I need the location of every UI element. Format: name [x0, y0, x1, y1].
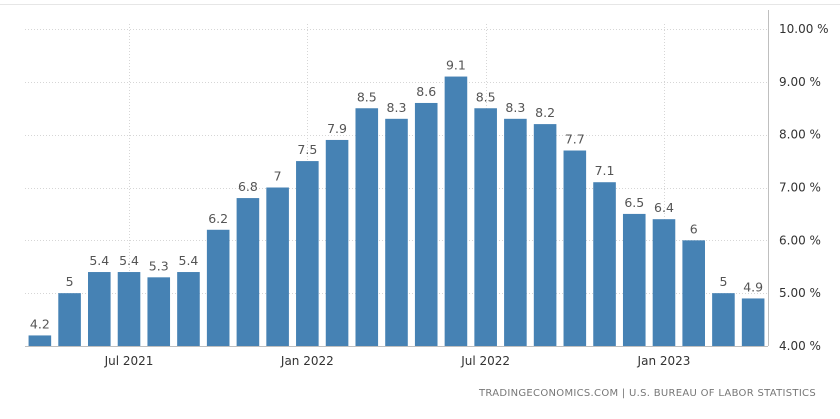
data-label: 4.2	[30, 316, 50, 331]
y-tick-label: 9.00 %	[779, 75, 821, 89]
bar	[474, 108, 497, 346]
bar	[533, 124, 557, 346]
bar	[28, 335, 52, 346]
bar	[741, 298, 765, 346]
data-label: 5.3	[149, 258, 169, 273]
bar	[177, 272, 200, 346]
y-tick-label: 4.00 %	[779, 339, 821, 353]
data-label: 5.4	[89, 253, 109, 268]
data-label: 8.2	[535, 105, 555, 120]
y-axis-ticks: 10.00 % 9.00 % 8.00 % 7.00 % 6.00 % 5.00 % 4.0…	[779, 22, 829, 353]
x-tick-label: Jan 2022	[280, 354, 334, 368]
data-label: 7.5	[297, 142, 317, 157]
data-label: 7.9	[327, 121, 347, 136]
x-tick-label: Jul 2022	[460, 354, 510, 368]
y-tick-label: 10.00 %	[779, 22, 829, 36]
y-tick-label: 8.00 %	[779, 128, 821, 142]
data-label: 6.4	[654, 200, 674, 215]
bar	[147, 277, 171, 346]
data-label: 7.7	[565, 132, 585, 147]
y-tick-label: 5.00 %	[779, 286, 821, 300]
bar	[206, 229, 230, 346]
bars-layer	[28, 76, 765, 347]
data-label: 5	[66, 274, 74, 289]
data-labels-layer: 4.2 5 5.4 5.4 5.3 5.4 6.2 6.8 7 7.5 7.9 8.5 8.3 8.6 9.…	[30, 58, 763, 332]
bar	[504, 118, 527, 346]
data-label: 6	[690, 221, 698, 236]
data-label: 7	[274, 169, 282, 184]
y-tick-label: 6.00 %	[779, 233, 821, 247]
data-label: 8.6	[416, 84, 436, 99]
bar	[266, 187, 289, 346]
data-label: 5	[719, 274, 727, 289]
bar	[652, 219, 676, 346]
bar	[88, 272, 111, 346]
bar	[117, 272, 141, 346]
x-tick-label: Jan 2023	[637, 354, 691, 368]
bar	[385, 118, 408, 346]
bar	[236, 198, 260, 346]
data-label: 5.4	[179, 253, 199, 268]
bar	[58, 293, 81, 346]
x-tick-label: Jul 2021	[104, 354, 154, 368]
bar	[622, 213, 646, 346]
bar	[355, 108, 379, 346]
data-label: 8.3	[505, 100, 525, 115]
bar	[712, 293, 735, 346]
bar	[325, 139, 349, 346]
bar	[682, 240, 705, 346]
x-axis-ticks: Jul 2021 Jan 2022 Jul 2022 Jan 2023	[104, 354, 691, 368]
bar	[593, 182, 616, 346]
bar	[444, 76, 468, 347]
bar	[563, 150, 587, 346]
top-border	[0, 4, 840, 5]
data-label: 5.4	[119, 253, 139, 268]
data-label: 8.5	[476, 89, 496, 104]
data-label: 7.1	[595, 163, 615, 178]
data-label: 8.3	[387, 100, 407, 115]
source-attribution: TRADINGECONOMICS.COM | U.S. BUREAU OF LA…	[478, 388, 816, 399]
data-label: 6.5	[624, 195, 644, 210]
data-label: 8.5	[357, 89, 377, 104]
bar	[296, 161, 319, 346]
data-label: 6.2	[208, 211, 228, 226]
data-label: 9.1	[446, 58, 466, 73]
data-label: 6.8	[238, 179, 258, 194]
y-tick-label: 7.00 %	[779, 181, 821, 195]
data-label: 4.9	[743, 279, 763, 294]
bar	[414, 102, 438, 346]
